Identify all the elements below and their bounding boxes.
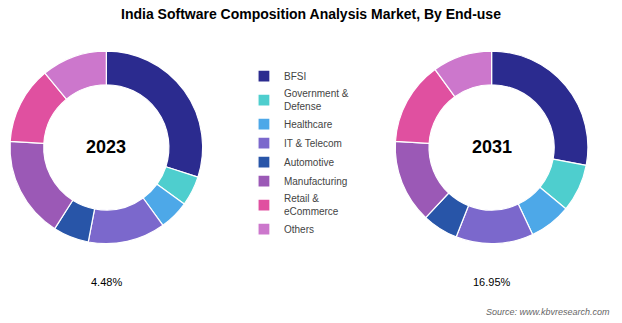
svg-text:Healthcare: Healthcare [284,119,333,130]
svg-text:Source: www.kbvresearch.com: Source: www.kbvresearch.com [486,307,610,317]
svg-text:2031: 2031 [472,137,512,157]
svg-text:Others: Others [284,224,314,235]
svg-text:Manufacturing: Manufacturing [284,176,347,187]
svg-text:4.48%: 4.48% [91,276,122,288]
svg-text:Government &Defense: Government &Defense [284,88,349,112]
svg-text:Retail &eCommerce: Retail &eCommerce [284,193,339,217]
svg-text:BFSI: BFSI [284,71,306,82]
svg-text:16.95%: 16.95% [473,276,511,288]
svg-text:Automotive: Automotive [284,157,334,168]
svg-text:IT & Telecom: IT & Telecom [284,138,342,149]
svg-text:2023: 2023 [86,137,126,157]
svg-text:India Software Composition Ana: India Software Composition Analysis Mark… [121,6,501,22]
